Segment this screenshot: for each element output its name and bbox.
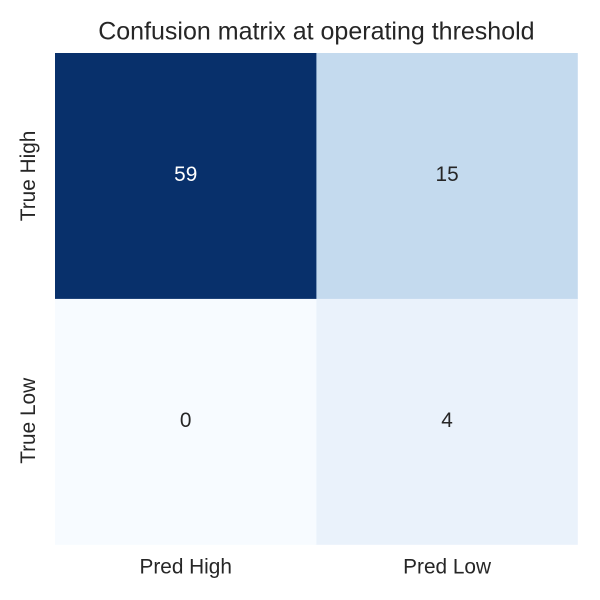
svg-text:15: 15 bbox=[436, 163, 459, 186]
svg-text:4: 4 bbox=[441, 409, 453, 432]
svg-text:Pred Low: Pred Low bbox=[403, 556, 492, 579]
svg-text:Pred High: Pred High bbox=[139, 556, 231, 579]
svg-text:59: 59 bbox=[174, 163, 197, 186]
svg-text:True Low: True Low bbox=[17, 377, 40, 464]
svg-text:Confusion matrix at operating: Confusion matrix at operating threshold bbox=[98, 18, 534, 46]
svg-text:0: 0 bbox=[180, 409, 192, 432]
svg-text:True High: True High bbox=[17, 131, 40, 222]
